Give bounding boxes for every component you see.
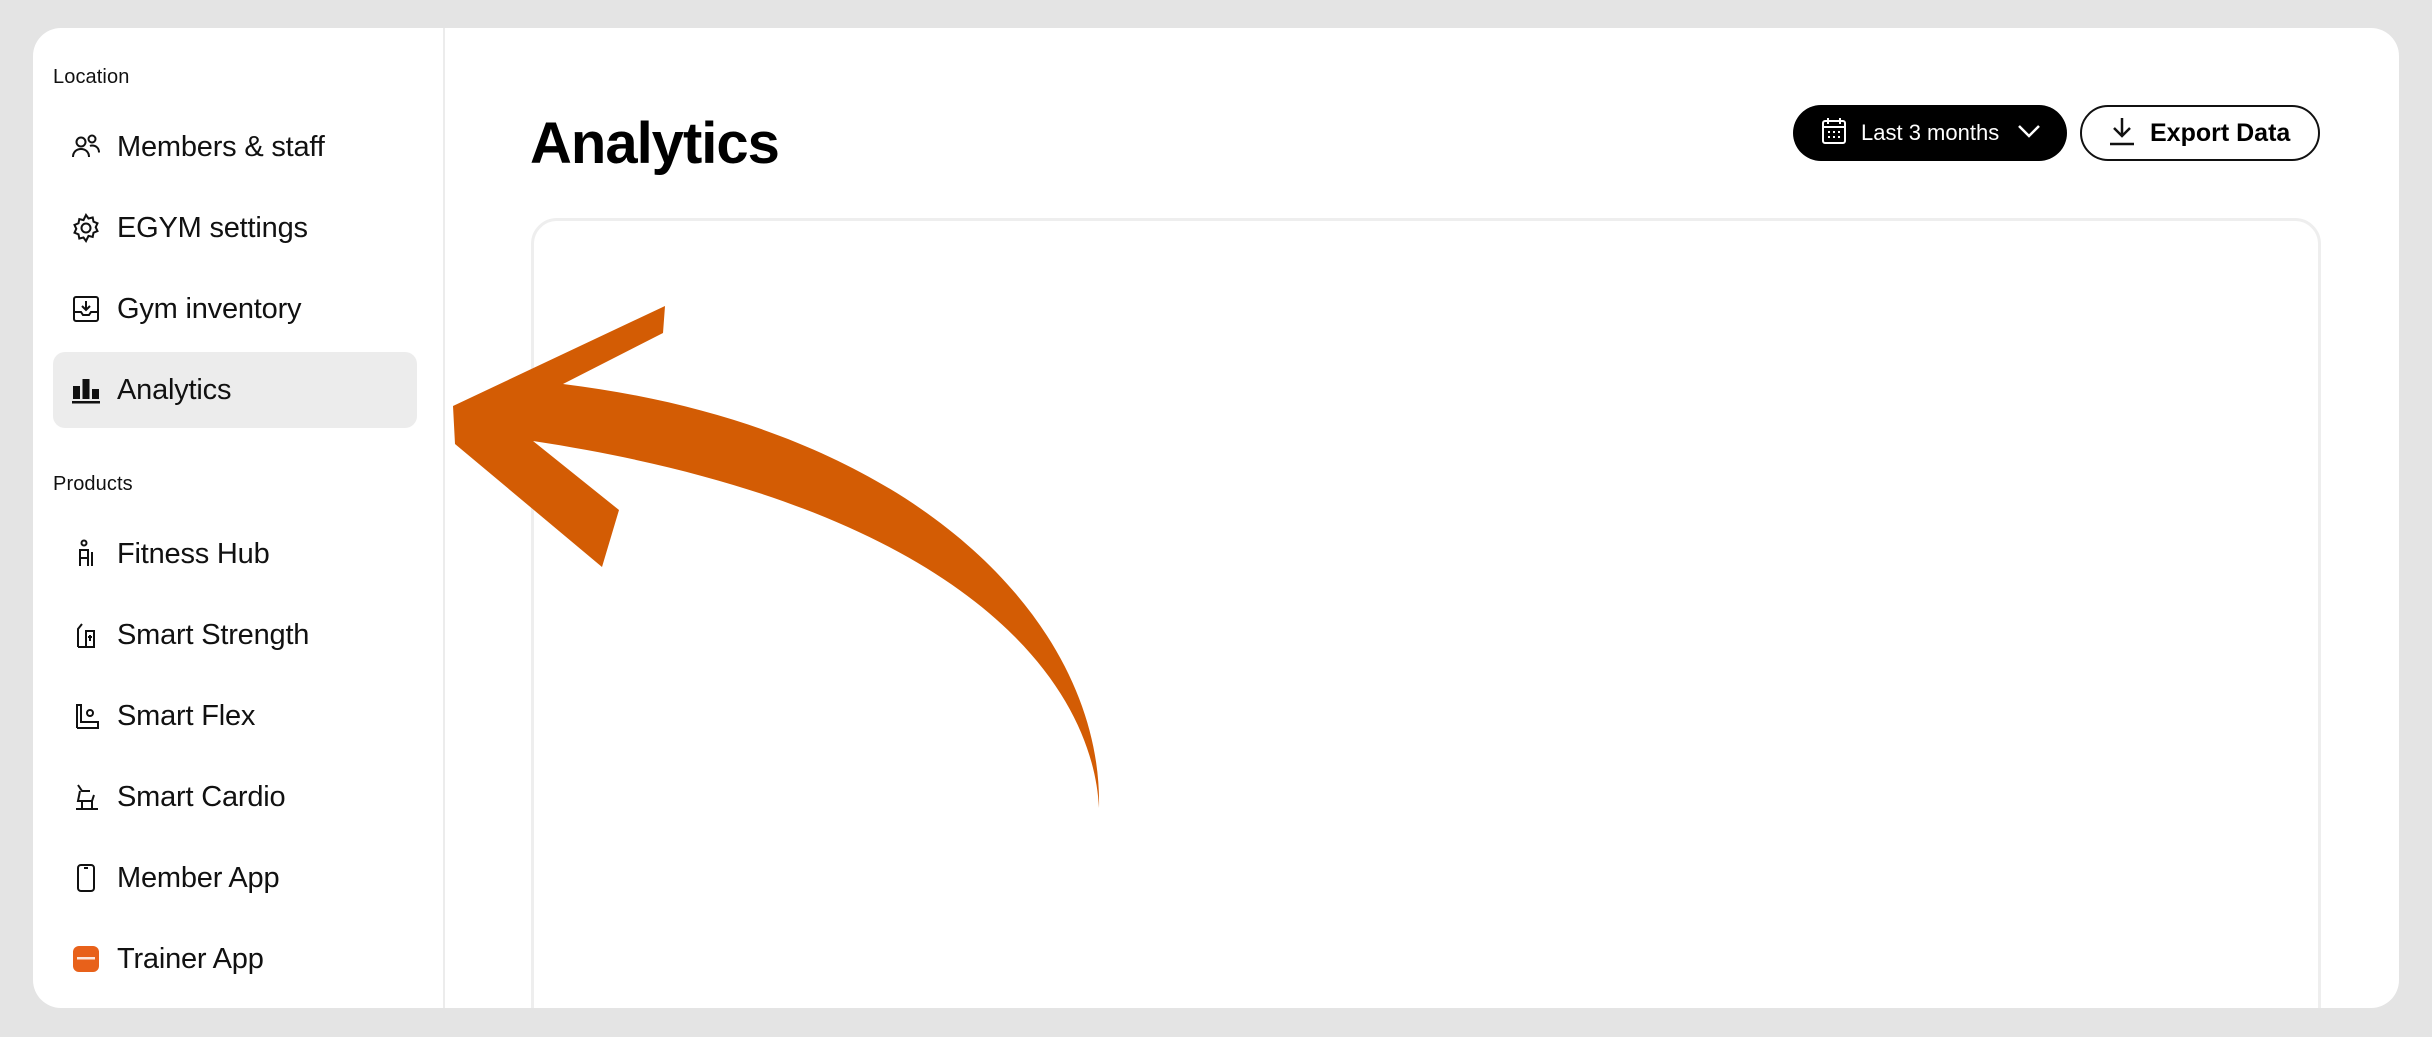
- annotation-arrow: [453, 278, 1133, 838]
- sidebar-item-label: Smart Flex: [117, 700, 255, 733]
- smart-flex-icon: [69, 699, 103, 733]
- app-window: Location Members & staff EGYM settings: [33, 28, 2399, 1008]
- export-data-label: Export Data: [2150, 119, 2290, 148]
- smart-cardio-icon: [69, 780, 103, 814]
- section-label-products: Products: [53, 473, 133, 496]
- sidebar: Location Members & staff EGYM settings: [33, 28, 445, 1008]
- download-icon: [2108, 116, 2136, 151]
- sidebar-item-analytics[interactable]: Analytics: [53, 352, 417, 428]
- sidebar-item-smart-cardio[interactable]: Smart Cardio: [53, 759, 417, 835]
- sidebar-item-label: Member App: [117, 862, 279, 895]
- calendar-icon: [1821, 117, 1847, 150]
- date-range-label: Last 3 months: [1861, 120, 1999, 146]
- export-data-button[interactable]: Export Data: [2080, 105, 2320, 161]
- sidebar-item-fitness-hub[interactable]: Fitness Hub: [53, 516, 417, 592]
- sidebar-item-trainer-app[interactable]: Trainer App: [53, 921, 417, 997]
- sidebar-item-label: EGYM settings: [117, 212, 308, 245]
- chevron-down-icon: [2017, 123, 2041, 144]
- smart-strength-icon: [69, 618, 103, 652]
- date-range-dropdown[interactable]: Last 3 months: [1793, 105, 2067, 161]
- sidebar-item-label: Members & staff: [117, 131, 325, 164]
- trainer-app-icon: [69, 942, 103, 976]
- fitness-hub-icon: [69, 537, 103, 571]
- page-title: Analytics: [530, 110, 779, 177]
- gear-icon: [69, 211, 103, 245]
- sidebar-item-label: Gym inventory: [117, 293, 301, 326]
- phone-icon: [69, 861, 103, 895]
- sidebar-item-label: Smart Strength: [117, 619, 309, 652]
- sidebar-item-smart-strength[interactable]: Smart Strength: [53, 597, 417, 673]
- sidebar-item-gym-inventory[interactable]: Gym inventory: [53, 271, 417, 347]
- sidebar-item-egym-settings[interactable]: EGYM settings: [53, 190, 417, 266]
- sidebar-item-label: Fitness Hub: [117, 538, 270, 571]
- sidebar-item-member-app[interactable]: Member App: [53, 840, 417, 916]
- bar-chart-icon: [69, 373, 103, 407]
- sidebar-item-label: Smart Cardio: [117, 781, 285, 814]
- sidebar-item-label: Trainer App: [117, 943, 264, 976]
- sidebar-item-smart-flex[interactable]: Smart Flex: [53, 678, 417, 754]
- sidebar-item-label: Analytics: [117, 374, 231, 407]
- inventory-icon: [69, 292, 103, 326]
- sidebar-item-members-staff[interactable]: Members & staff: [53, 109, 417, 185]
- members-icon: [69, 130, 103, 164]
- section-label-location: Location: [53, 66, 129, 89]
